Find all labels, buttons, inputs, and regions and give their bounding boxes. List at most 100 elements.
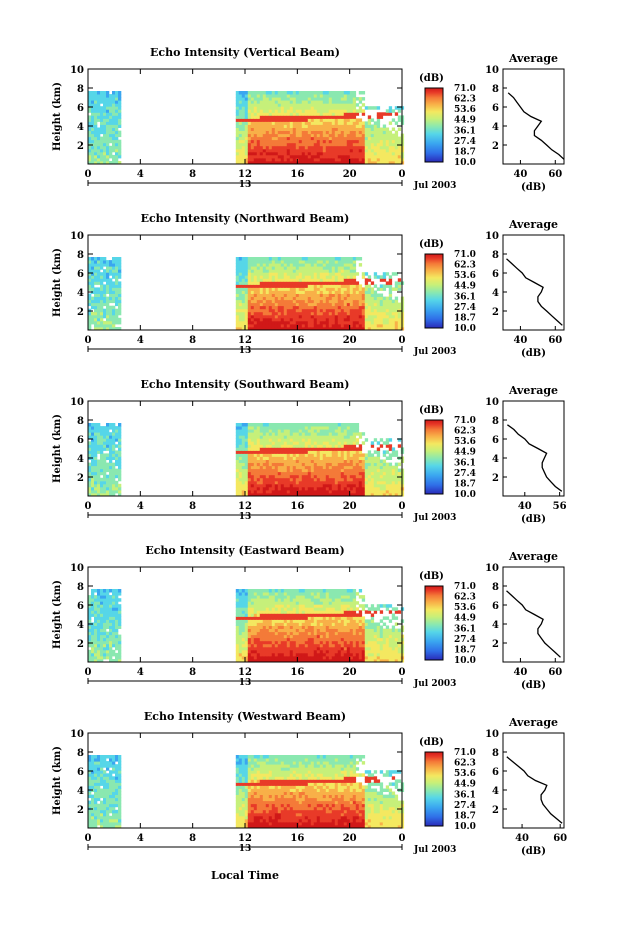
heatmap-cell — [112, 115, 116, 119]
heatmap-cell — [325, 447, 330, 451]
heatmap-cell — [397, 154, 402, 159]
heatmap-cell — [100, 477, 104, 482]
heatmap-cell — [289, 471, 294, 476]
heatmap-cell — [88, 601, 92, 605]
heatmap-cell — [370, 489, 375, 494]
heatmap-cell — [325, 97, 330, 101]
heatmap-cell — [292, 103, 297, 107]
heatmap-cell — [307, 468, 312, 473]
heatmap-cell — [340, 266, 345, 270]
heatmap-cell — [337, 453, 342, 457]
heatmap-cell — [340, 124, 345, 128]
colorbar-tick-label: 10.0 — [454, 490, 476, 500]
heatmap-cell — [286, 284, 291, 288]
heatmap-cell — [271, 432, 276, 436]
heatmap-cell — [322, 444, 327, 448]
heatmap-cell — [271, 462, 276, 467]
heatmap-cell — [259, 444, 264, 448]
heatmap-cell — [271, 145, 276, 150]
heatmap-cell — [355, 489, 360, 494]
heatmap-cell — [274, 272, 279, 276]
heatmap-cell — [307, 124, 312, 128]
heatmap-cell — [244, 296, 249, 301]
x-tick-label: 8 — [189, 169, 196, 180]
heatmap-cell — [109, 659, 113, 663]
heatmap-cell — [94, 157, 98, 162]
heatmap-cell — [109, 432, 113, 436]
heatmap-cell — [319, 112, 324, 116]
heatmap-cell — [88, 637, 92, 642]
heatmap-cell — [358, 305, 363, 310]
heatmap-cell — [91, 613, 95, 617]
heatmap-cell — [283, 320, 288, 325]
heatmap-cell — [100, 296, 104, 301]
heatmap-cell — [235, 646, 240, 651]
heatmap-cell — [376, 154, 381, 159]
heatmap-cell — [379, 154, 384, 159]
heatmap-cell — [109, 314, 113, 319]
heatmap-cell — [361, 459, 366, 463]
heatmap-cell — [253, 257, 258, 261]
heatmap-cell — [343, 100, 348, 104]
heatmap-cell — [118, 474, 122, 479]
heatmap-cell — [346, 327, 351, 331]
heatmap-cell — [331, 305, 336, 310]
heatmap-cell — [325, 118, 330, 122]
heatmap-cell — [268, 127, 273, 131]
heatmap-cell — [301, 486, 306, 491]
heatmap-cell — [388, 468, 393, 473]
heatmap-cell — [262, 305, 267, 310]
heatmap-cell — [280, 320, 285, 325]
heatmap-cell — [286, 130, 291, 135]
x-tick-label: 0 — [399, 501, 406, 512]
heatmap-cell — [334, 429, 339, 433]
heatmap-cell — [100, 613, 104, 617]
heatmap-cell — [235, 302, 240, 307]
heatmap-cell — [397, 468, 402, 473]
heatmap-cell — [316, 145, 321, 150]
colorbar — [424, 253, 444, 329]
heatmap-cell — [256, 423, 261, 427]
heatmap-cell — [289, 296, 294, 301]
heatmap-cell — [307, 486, 312, 491]
heatmap-cell — [106, 432, 110, 436]
heatmap-cell — [358, 296, 363, 301]
heatmap-cell — [259, 441, 264, 445]
heatmap-cell — [112, 299, 116, 304]
heatmap-cell — [292, 435, 297, 439]
heatmap-cell — [382, 477, 387, 482]
heatmap-cell — [112, 100, 116, 104]
heatmap-cell — [88, 302, 92, 307]
heatmap-cell — [367, 278, 372, 282]
heatmap-cell — [106, 305, 110, 310]
average-title: Average — [508, 52, 558, 65]
heatmap-cell — [307, 278, 312, 282]
heatmap-cell — [274, 281, 279, 285]
heatmap-cell — [334, 109, 339, 113]
heatmap-cell — [241, 607, 246, 611]
heatmap-cell — [241, 489, 246, 494]
heatmap-cell — [265, 426, 270, 430]
heatmap-cell — [382, 275, 387, 279]
heatmap-cell — [373, 438, 378, 442]
heatmap-cell — [241, 423, 246, 427]
heatmap-cell — [100, 314, 104, 319]
heatmap-cell — [322, 161, 327, 165]
y-tick-label: 2 — [77, 307, 84, 318]
heatmap-cell — [298, 124, 303, 128]
heatmap-cell — [316, 94, 321, 98]
heatmap-cell — [109, 465, 113, 470]
heatmap-cell — [337, 429, 342, 433]
heatmap-cell — [241, 613, 246, 617]
heatmap-cell — [289, 317, 294, 322]
heatmap-cell — [274, 91, 279, 95]
heatmap-cell — [262, 296, 267, 301]
heatmap-cell — [322, 290, 327, 294]
heatmap-cell — [238, 278, 243, 282]
heatmap-cell — [319, 444, 324, 448]
heatmap-cell — [115, 480, 119, 485]
heatmap-cell — [235, 489, 240, 494]
heatmap-cell — [316, 130, 321, 135]
heatmap-cell — [283, 127, 288, 131]
heatmap-cell — [262, 450, 267, 454]
